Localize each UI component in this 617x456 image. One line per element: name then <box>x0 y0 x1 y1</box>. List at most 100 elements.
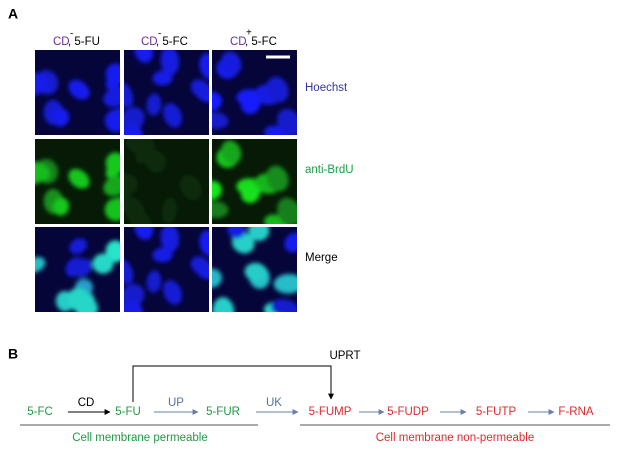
nucleus <box>152 247 173 263</box>
nuclei <box>124 50 209 135</box>
nucleus <box>35 72 51 93</box>
header-drug: , 5-FC <box>156 36 188 48</box>
nucleus <box>124 123 143 135</box>
membrane-label: Cell membrane permeable <box>72 432 208 444</box>
nucleus <box>124 258 134 285</box>
nucleus <box>146 270 162 293</box>
nuclei <box>35 238 120 312</box>
metabolite: 5-FC <box>27 406 53 418</box>
nucleus <box>160 227 180 253</box>
nucleus <box>124 174 138 194</box>
nuclei <box>124 227 209 312</box>
nucleus <box>146 93 162 116</box>
nucleus <box>103 175 120 197</box>
header-drug: , 5-FC <box>245 36 277 48</box>
nucleus <box>221 51 242 75</box>
nucleus <box>72 258 92 277</box>
enzyme: UK <box>266 397 282 409</box>
metabolite: 5-FUR <box>206 406 240 418</box>
micrograph-grid <box>35 50 297 312</box>
nuclei <box>35 63 120 133</box>
nucleus <box>124 300 143 312</box>
nucleus <box>161 197 177 224</box>
nucleus <box>105 152 120 175</box>
nucleus <box>199 230 209 257</box>
nucleus <box>68 79 90 100</box>
nucleus <box>212 297 235 312</box>
nucleus <box>152 70 173 86</box>
nucleus <box>277 108 297 135</box>
nucleus <box>53 197 70 216</box>
metabolite: 5-FUTP <box>476 406 517 418</box>
nucleus <box>68 168 90 189</box>
nucleus <box>240 94 261 115</box>
enzyme: UP <box>168 397 184 409</box>
header-drug: , 5-FU <box>68 36 100 48</box>
header-name: CD <box>230 36 247 48</box>
nucleus <box>266 165 289 192</box>
nucleus <box>277 197 297 224</box>
nucleus <box>284 232 297 253</box>
nucleus <box>212 180 222 200</box>
nucleus <box>69 238 87 255</box>
nuclei <box>212 227 297 312</box>
nucleus <box>270 298 297 312</box>
nucleus <box>190 79 209 98</box>
enzyme: UPRT <box>329 350 360 362</box>
nucleus <box>199 53 209 80</box>
nucleus <box>212 91 222 111</box>
membrane-label: Cell membrane non-permeable <box>376 432 535 444</box>
nucleus <box>273 273 297 294</box>
header-name: CD <box>53 36 70 48</box>
enzyme: CD <box>78 397 95 409</box>
nucleus <box>266 76 289 103</box>
nucleus <box>163 103 182 128</box>
nucleus <box>248 227 270 242</box>
nucleus <box>35 161 51 182</box>
nucleus <box>240 183 261 204</box>
nucleus <box>104 109 120 133</box>
header-sign: + <box>246 28 252 39</box>
metabolite: 5-FUMP <box>309 406 352 418</box>
header-sign: - <box>158 29 161 40</box>
nucleus <box>190 256 209 275</box>
nucleus <box>134 227 154 240</box>
nucleus <box>92 253 114 274</box>
metabolite: 5-FUDP <box>387 406 429 418</box>
nucleus <box>105 63 120 86</box>
panel-label: A <box>8 6 18 22</box>
nucleus <box>221 140 242 164</box>
header-name: CD <box>141 36 158 48</box>
nuclei <box>35 152 120 222</box>
row-label: anti-BrdU <box>305 164 354 176</box>
nucleus <box>134 50 154 63</box>
nucleus <box>145 150 167 173</box>
header-sign: - <box>70 29 73 40</box>
nucleus <box>125 139 155 155</box>
nucleus <box>125 200 145 224</box>
uprt-arrow <box>132 365 334 402</box>
panel-label: B <box>8 346 18 362</box>
nucleus <box>160 50 180 76</box>
nucleus <box>53 108 70 127</box>
column-header: CD - , 5-FU CD - , 5-FC CD + , 5-FC <box>53 28 277 48</box>
nucleus <box>212 268 222 288</box>
nucleus <box>163 280 182 305</box>
row-label: Merge <box>305 252 338 264</box>
metabolite: F-RNA <box>558 406 593 418</box>
metabolite: 5-FU <box>115 406 141 418</box>
nucleus <box>104 198 120 222</box>
row-label: Hoechst <box>305 82 348 94</box>
nucleus <box>212 201 229 219</box>
nuclei <box>212 140 297 224</box>
nucleus <box>35 256 46 273</box>
nucleus <box>66 287 90 312</box>
nucleus <box>179 174 202 201</box>
nuclei <box>212 51 297 135</box>
nucleus <box>103 86 120 108</box>
nucleus <box>124 81 134 108</box>
nucleus <box>212 112 229 130</box>
nuclei <box>124 139 202 224</box>
nucleus <box>244 262 268 282</box>
